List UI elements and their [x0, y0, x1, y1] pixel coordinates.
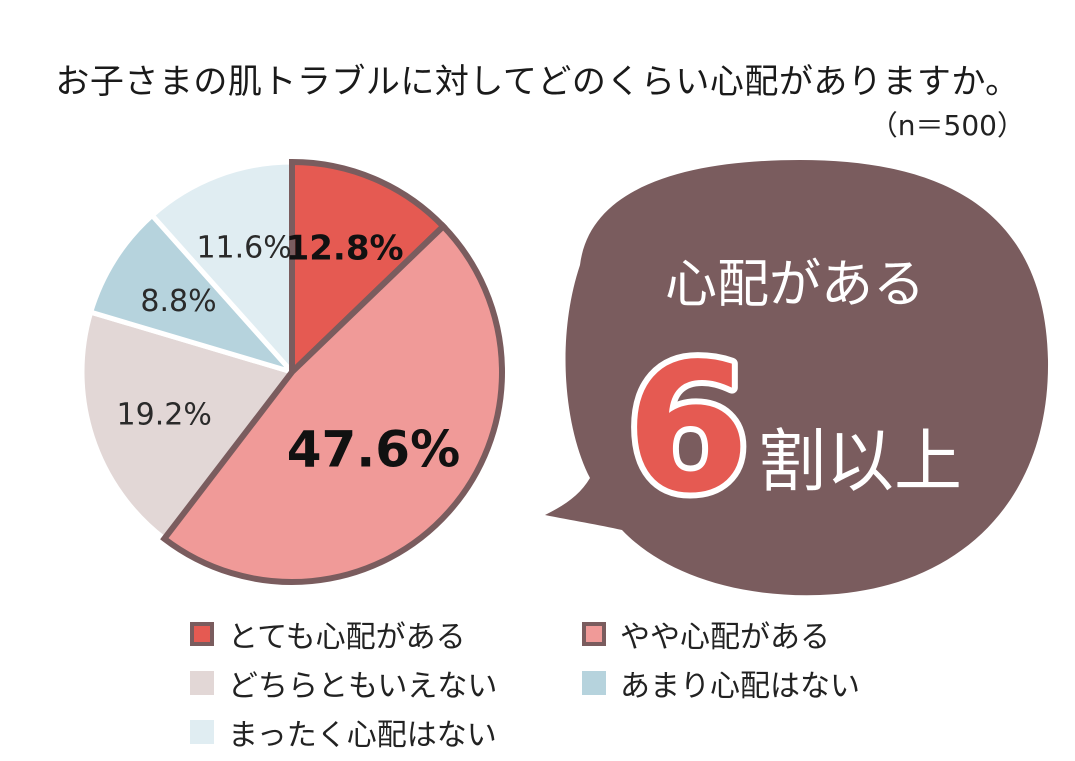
legend-item: どちらともいえない	[190, 661, 497, 705]
legend-label: まったく心配はない	[228, 718, 497, 753]
legend-label: あまり心配はない	[620, 669, 860, 704]
callout-line1: 心配がある	[665, 255, 925, 315]
pie-slice-5	[148, 159, 295, 379]
sample-size-label: （n＝500）	[869, 109, 1025, 142]
pie-value-label-2: 47.6%	[287, 421, 460, 479]
legend-label: とても心配がある	[228, 620, 466, 655]
callout-number: 6	[626, 325, 750, 532]
legend-swatch	[190, 622, 214, 646]
pie-value-label-1: 12.8%	[286, 228, 404, 268]
pie-slice-4	[87, 211, 300, 377]
legend-swatch	[582, 622, 606, 646]
legend-item: とても心配がある	[190, 612, 466, 656]
pie-slice-2	[160, 222, 505, 585]
legend-swatch	[190, 671, 214, 695]
pie-slices	[79, 158, 505, 585]
pie-value-labels: 12.8% 47.6% 19.2% 8.8% 11.6%	[117, 228, 461, 478]
legend-label: どちらともいえない	[228, 669, 498, 704]
speech-bubble-shape	[545, 160, 1049, 596]
pie-slice-1	[289, 158, 448, 380]
legend-swatch	[582, 671, 606, 695]
pie-value-label-3: 19.2%	[117, 398, 212, 433]
legend-label: やや心配がある	[620, 620, 830, 655]
legend-swatch	[190, 720, 214, 744]
legend-item: まったく心配はない	[190, 710, 497, 754]
speech-bubble: 心配がある 6 割以上	[545, 160, 1049, 596]
pie-slice-3	[79, 309, 297, 543]
pie-value-label-4: 8.8%	[140, 284, 216, 319]
legend-item: あまり心配はない	[582, 661, 860, 705]
pie-value-label-5: 11.6%	[196, 230, 291, 265]
legend-item: やや心配がある	[582, 612, 830, 656]
callout-line2: 割以上	[758, 423, 962, 502]
chart-title: お子さまの肌トラブルに対してどのくらい心配がありますか。	[55, 62, 1020, 102]
